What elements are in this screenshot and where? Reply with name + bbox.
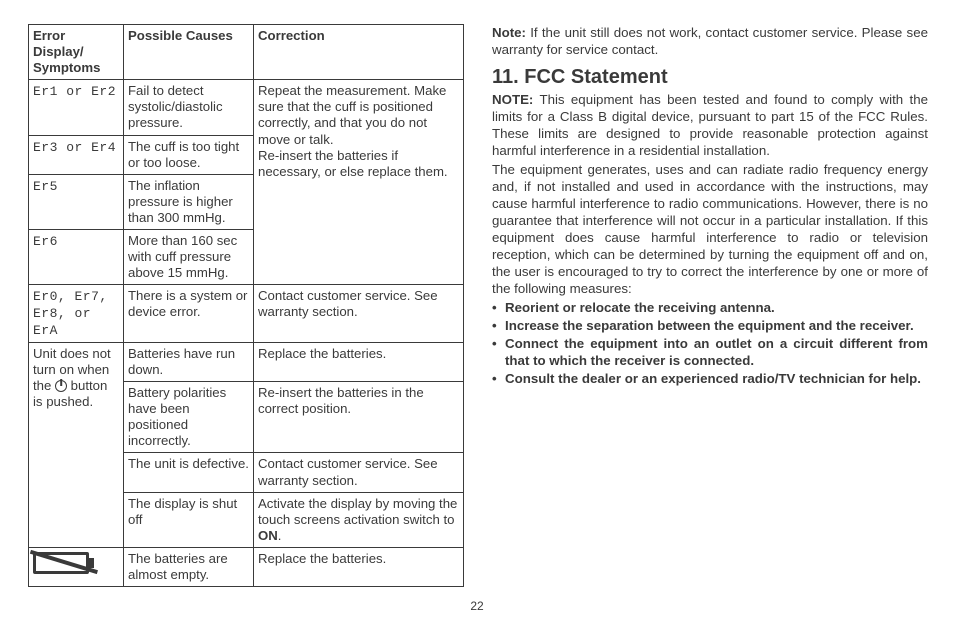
table-row: There is a system or device error.: [124, 285, 254, 343]
th-correction: Correction: [254, 25, 464, 80]
table-row: Er0, Er7, Er8, or ErA: [29, 285, 124, 343]
power-icon: [55, 380, 67, 392]
table-row: Replace the batteries.: [254, 342, 464, 381]
table-row: The batteries are almost empty.: [124, 547, 254, 586]
table-row: [29, 547, 124, 586]
list-item: Reorient or relocate the receiving anten…: [492, 299, 928, 316]
table-row: The unit is defective.: [124, 453, 254, 492]
fcc-measures-list: Reorient or relocate the receiving anten…: [492, 299, 928, 387]
list-item: Consult the dealer or an experienced rad…: [492, 370, 928, 387]
table-row: Er6: [29, 230, 124, 285]
table-row: Batteries have run down.: [124, 342, 254, 381]
list-item: Increase the separation between the equi…: [492, 317, 928, 334]
table-row: Repeat the measurement. Make sure that t…: [254, 80, 464, 285]
table-row: The display is shut off: [124, 492, 254, 547]
table-row: Er1 or Er2: [29, 80, 124, 135]
table-row: Battery polarities have been positioned …: [124, 382, 254, 453]
page-number: 22: [0, 599, 954, 613]
fcc-paragraph-1: NOTE: This equipment has been tested and…: [492, 91, 928, 159]
table-row: The inflation pressure is higher than 30…: [124, 174, 254, 229]
table-row: Fail to detect systolic/diastolic pressu…: [124, 80, 254, 135]
fcc-paragraph-2: The equipment generates, uses and can ra…: [492, 161, 928, 297]
list-item: Connect the equipment into an outlet on …: [492, 335, 928, 369]
th-causes: Possible Causes: [124, 25, 254, 80]
section-heading: 11. FCC Statement: [492, 66, 928, 89]
table-row: Contact customer service. See warranty s…: [254, 285, 464, 343]
table-row: The cuff is too tight or too loose.: [124, 135, 254, 174]
th-symptoms: Error Display/ Symptoms: [29, 25, 124, 80]
note-paragraph: Note: If the unit still does not work, c…: [492, 24, 928, 58]
table-row: Re-insert the batteries in the correct p…: [254, 382, 464, 453]
table-row: Replace the batteries.: [254, 547, 464, 586]
table-row: Activate the display by moving the touch…: [254, 492, 464, 547]
table-row: Unit does not turn on when the button is…: [29, 342, 124, 547]
troubleshooting-table: Error Display/ Symptoms Possible Causes …: [28, 24, 464, 587]
table-row: Contact customer service. See warranty s…: [254, 453, 464, 492]
table-row: Er3 or Er4: [29, 135, 124, 174]
table-row: More than 160 sec with cuff pressure abo…: [124, 230, 254, 285]
table-row: Er5: [29, 174, 124, 229]
